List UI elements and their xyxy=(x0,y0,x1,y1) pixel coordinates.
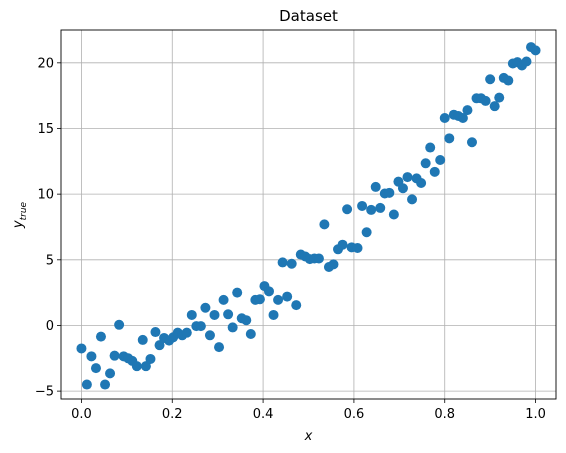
x-tick-label: 1.0 xyxy=(525,407,546,422)
plot-frame xyxy=(60,29,557,400)
data-point xyxy=(384,187,395,198)
y-tick-label: 5 xyxy=(46,253,54,268)
data-point xyxy=(375,202,386,213)
y-axis-ticks: −5 0 5 10 15 20 xyxy=(35,56,61,400)
x-tick-label: 0.0 xyxy=(71,407,92,422)
plot-background xyxy=(61,30,556,399)
data-point xyxy=(105,368,116,379)
data-point xyxy=(480,95,491,106)
y-axis-title: ytrue xyxy=(11,201,29,229)
data-point xyxy=(366,204,377,215)
data-point xyxy=(95,331,106,342)
data-point xyxy=(204,330,215,341)
data-point xyxy=(254,294,265,305)
data-point xyxy=(81,379,92,390)
data-point xyxy=(223,309,234,320)
data-point xyxy=(232,287,243,298)
data-point xyxy=(357,200,368,211)
data-point xyxy=(402,172,413,183)
data-point xyxy=(462,105,473,116)
data-point xyxy=(186,309,197,320)
data-point xyxy=(218,294,229,305)
data-point xyxy=(268,309,279,320)
x-tick-label: 0.6 xyxy=(344,407,365,422)
data-point xyxy=(241,315,252,326)
data-point xyxy=(137,334,148,345)
data-point xyxy=(277,257,288,268)
x-axis-title: x xyxy=(304,429,313,444)
data-point xyxy=(273,294,284,305)
y-axis-title-subscript: true xyxy=(19,201,29,220)
y-tick-label: 0 xyxy=(46,319,54,334)
data-point xyxy=(352,242,363,253)
chart-title: Dataset xyxy=(279,7,338,25)
data-point xyxy=(503,75,514,86)
data-point xyxy=(337,239,348,250)
data-point xyxy=(200,302,211,313)
data-point xyxy=(530,45,541,56)
data-point xyxy=(195,321,206,332)
data-point xyxy=(209,309,220,320)
data-point xyxy=(114,319,125,330)
data-point xyxy=(90,363,101,374)
data-point xyxy=(319,219,330,230)
data-point xyxy=(342,204,353,215)
y-tick-label: 15 xyxy=(37,122,54,137)
data-point xyxy=(263,286,274,297)
data-point xyxy=(457,112,468,123)
data-point xyxy=(313,253,324,264)
data-point xyxy=(140,361,151,372)
y-tick-label: 20 xyxy=(37,56,54,71)
data-point xyxy=(361,227,372,238)
data-point xyxy=(86,351,97,362)
data-point xyxy=(109,350,120,361)
x-tick-label: 0.2 xyxy=(162,407,183,422)
data-point xyxy=(154,340,165,351)
x-tick-label: 0.8 xyxy=(434,407,455,422)
data-point xyxy=(214,342,225,353)
data-point xyxy=(485,74,496,85)
data-point xyxy=(420,158,431,169)
y-tick-label: 10 xyxy=(37,188,54,203)
data-point xyxy=(181,327,192,338)
data-point xyxy=(145,353,156,364)
data-point xyxy=(429,166,440,177)
data-point xyxy=(494,92,505,103)
data-point xyxy=(489,101,500,112)
data-point xyxy=(521,56,532,67)
data-point xyxy=(245,328,256,339)
data-point xyxy=(282,291,293,302)
y-tick-label: −5 xyxy=(35,385,54,400)
data-point xyxy=(328,259,339,270)
data-points xyxy=(76,42,541,390)
data-point xyxy=(439,112,450,123)
x-axis-ticks: 0.0 0.2 0.4 0.6 0.8 1.0 xyxy=(71,399,546,422)
data-point xyxy=(291,300,302,311)
data-point xyxy=(397,183,408,194)
data-point xyxy=(416,177,427,188)
data-point xyxy=(425,142,436,153)
data-point xyxy=(407,194,418,205)
data-point xyxy=(227,322,238,333)
data-point xyxy=(100,379,111,390)
data-point xyxy=(435,155,446,166)
data-point xyxy=(388,209,399,220)
data-point xyxy=(444,133,455,144)
data-point xyxy=(131,361,142,372)
data-point xyxy=(466,137,477,148)
data-point xyxy=(76,343,87,354)
data-point xyxy=(150,327,161,338)
data-point xyxy=(370,181,381,192)
x-tick-label: 0.4 xyxy=(253,407,274,422)
data-point xyxy=(286,258,297,269)
y-axis-title-main: y xyxy=(11,220,26,229)
